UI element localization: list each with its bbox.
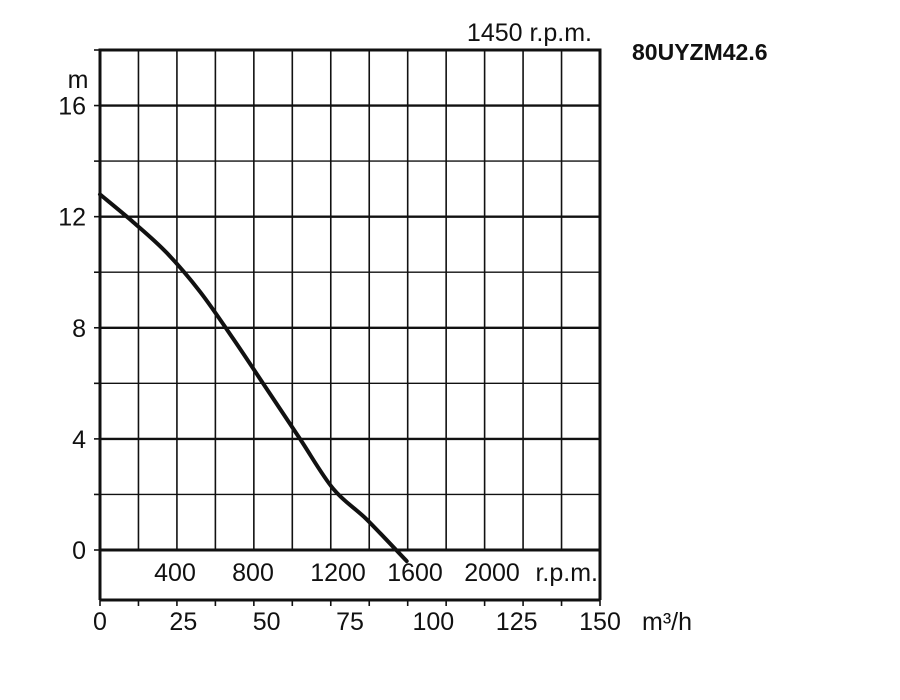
model-title: 80UYZM42.6: [632, 39, 768, 65]
secondary-tick-label: 2000: [464, 559, 520, 587]
y-tick-label: 12: [58, 204, 86, 232]
x-tick-label: 25: [169, 608, 197, 636]
secondary-axis-unit: r.p.m.: [535, 559, 598, 587]
x-tick-label: 50: [253, 608, 281, 636]
secondary-tick-label: 800: [232, 559, 274, 587]
secondary-tick-label: 1600: [387, 559, 443, 587]
x-tick-label: 125: [496, 608, 538, 636]
curve-layer: [98, 192, 409, 564]
x-tick-label: 75: [336, 608, 364, 636]
speed-label: 1450 r.p.m.: [467, 19, 592, 47]
secondary-tick-label: 1200: [310, 559, 366, 587]
plot-border: [98, 48, 602, 552]
grid-lines: [100, 50, 600, 550]
x-tick-label: 100: [412, 608, 454, 636]
y-tick-label: 8: [72, 315, 86, 343]
tick-labels: 0 4 8 12 16 0 25 50 75 100 125 150 400 800 1200 1600 200…: [58, 93, 621, 636]
head-flow-curve: [98, 192, 409, 564]
x-tick-label: 150: [579, 608, 621, 636]
y-axis-unit: m: [68, 66, 89, 94]
y-tick-label: 4: [72, 426, 86, 454]
secondary-tick-label: 400: [154, 559, 196, 587]
x-axis-unit: m³/h: [642, 608, 692, 636]
x-tick-label: 0: [93, 608, 107, 636]
y-tick-label: 0: [72, 537, 86, 565]
chart-frame: [94, 48, 602, 606]
y-tick-label: 16: [58, 93, 86, 121]
